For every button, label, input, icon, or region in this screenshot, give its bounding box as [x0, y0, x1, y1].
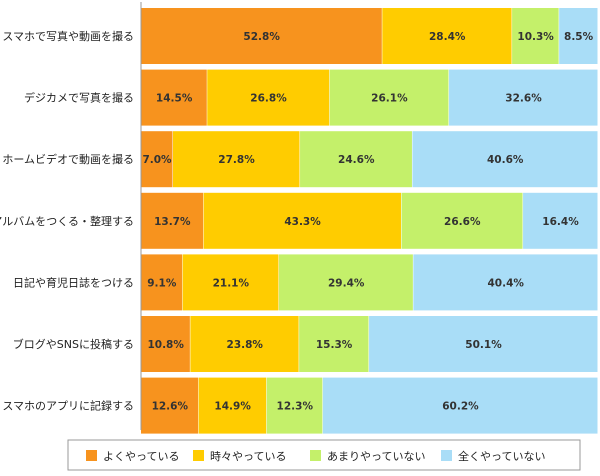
bar-segment [141, 377, 199, 434]
category-label: デジカメで写真を撮る [24, 91, 134, 105]
legend-label: 全くやっていない [458, 449, 545, 463]
bar-segment [401, 192, 523, 249]
category-label: 日記や育児日誌をつける [13, 275, 134, 289]
data-label: 28.4% [429, 31, 466, 43]
category-label: アルバムをつくる・整理する [0, 214, 134, 228]
category-labels: スマホで写真や動画を撮るデジカメで写真を撮るホームビデオで動画を撮るアルバムをつ… [0, 29, 134, 413]
bar-segment [413, 254, 598, 311]
bar-segment [172, 131, 300, 188]
bar-segment [141, 69, 207, 126]
category-label: スマホのアプリに記録する [2, 399, 134, 413]
bar-segment [322, 377, 598, 434]
data-label: 32.6% [505, 93, 542, 105]
bar-segment [141, 131, 173, 188]
bar-segment [449, 69, 598, 126]
bar-segment [382, 8, 512, 64]
data-label: 60.2% [442, 401, 479, 413]
data-label: 40.6% [487, 154, 524, 166]
bar-segment [523, 192, 598, 249]
legend-label: 時々やっている [210, 450, 286, 463]
legend-swatch [193, 450, 204, 461]
data-label: 40.4% [487, 277, 524, 289]
data-label: 9.1% [147, 277, 177, 289]
data-label: 23.8% [227, 339, 264, 351]
bar-segment [369, 316, 598, 372]
data-label: 29.4% [328, 277, 365, 289]
value-labels: 52.8% 28.4% 10.3% 8.5% 14.5% 26.8% 26.1% 32.6% 7… [142, 31, 593, 413]
data-label: 24.6% [338, 154, 375, 166]
legend-swatch [86, 450, 97, 461]
bar-segment [299, 316, 369, 372]
bar-segment [559, 8, 598, 64]
data-label: 13.7% [154, 216, 191, 228]
data-label: 10.3% [517, 31, 554, 43]
bar-segment [512, 8, 559, 64]
bar-segment [279, 254, 413, 311]
legend-box [67, 439, 581, 471]
bars [141, 8, 598, 434]
bar-segment [329, 69, 449, 126]
legend-swatch [441, 450, 452, 461]
category-label: ブログやSNSに投稿する [13, 337, 134, 351]
legend-swatch [310, 450, 321, 461]
category-label: ホームビデオで動画を撮る [2, 152, 134, 166]
data-label: 12.6% [152, 401, 189, 413]
data-label: 50.1% [465, 339, 502, 351]
data-label: 26.1% [371, 93, 408, 105]
bar-segment [190, 316, 299, 372]
data-label: 10.8% [147, 339, 184, 351]
bar-segment [412, 131, 598, 188]
bar-segment [141, 254, 183, 311]
data-label: 26.6% [444, 216, 481, 228]
legend-label: よくやっている [103, 450, 179, 463]
data-label: 27.8% [218, 154, 255, 166]
data-label: 43.3% [284, 216, 321, 228]
category-label: スマホで写真や動画を撮る [2, 29, 134, 43]
bar-segment [203, 192, 401, 249]
data-label: 14.5% [156, 93, 193, 105]
legend-label: あまりやっていない [327, 450, 425, 463]
data-label: 12.3% [277, 401, 314, 413]
bar-segment [300, 131, 412, 188]
data-label: 7.0% [142, 154, 172, 166]
data-label: 8.5% [564, 31, 594, 43]
data-label: 26.8% [250, 93, 287, 105]
bar-segment [141, 8, 382, 64]
data-label: 16.4% [542, 216, 579, 228]
bar-segment [198, 377, 267, 434]
bar-segment [141, 316, 190, 372]
data-label: 21.1% [213, 277, 250, 289]
bar-segment [182, 254, 279, 311]
bar-segment [141, 192, 204, 249]
data-label: 52.8% [243, 31, 280, 43]
bar-segment [207, 69, 330, 126]
data-label: 15.3% [316, 339, 353, 351]
data-label: 14.9% [214, 401, 251, 413]
bar-segment [266, 377, 323, 434]
legend: よくやっている 時々やっている あまりやっていない 全くやっていない [67, 439, 581, 471]
